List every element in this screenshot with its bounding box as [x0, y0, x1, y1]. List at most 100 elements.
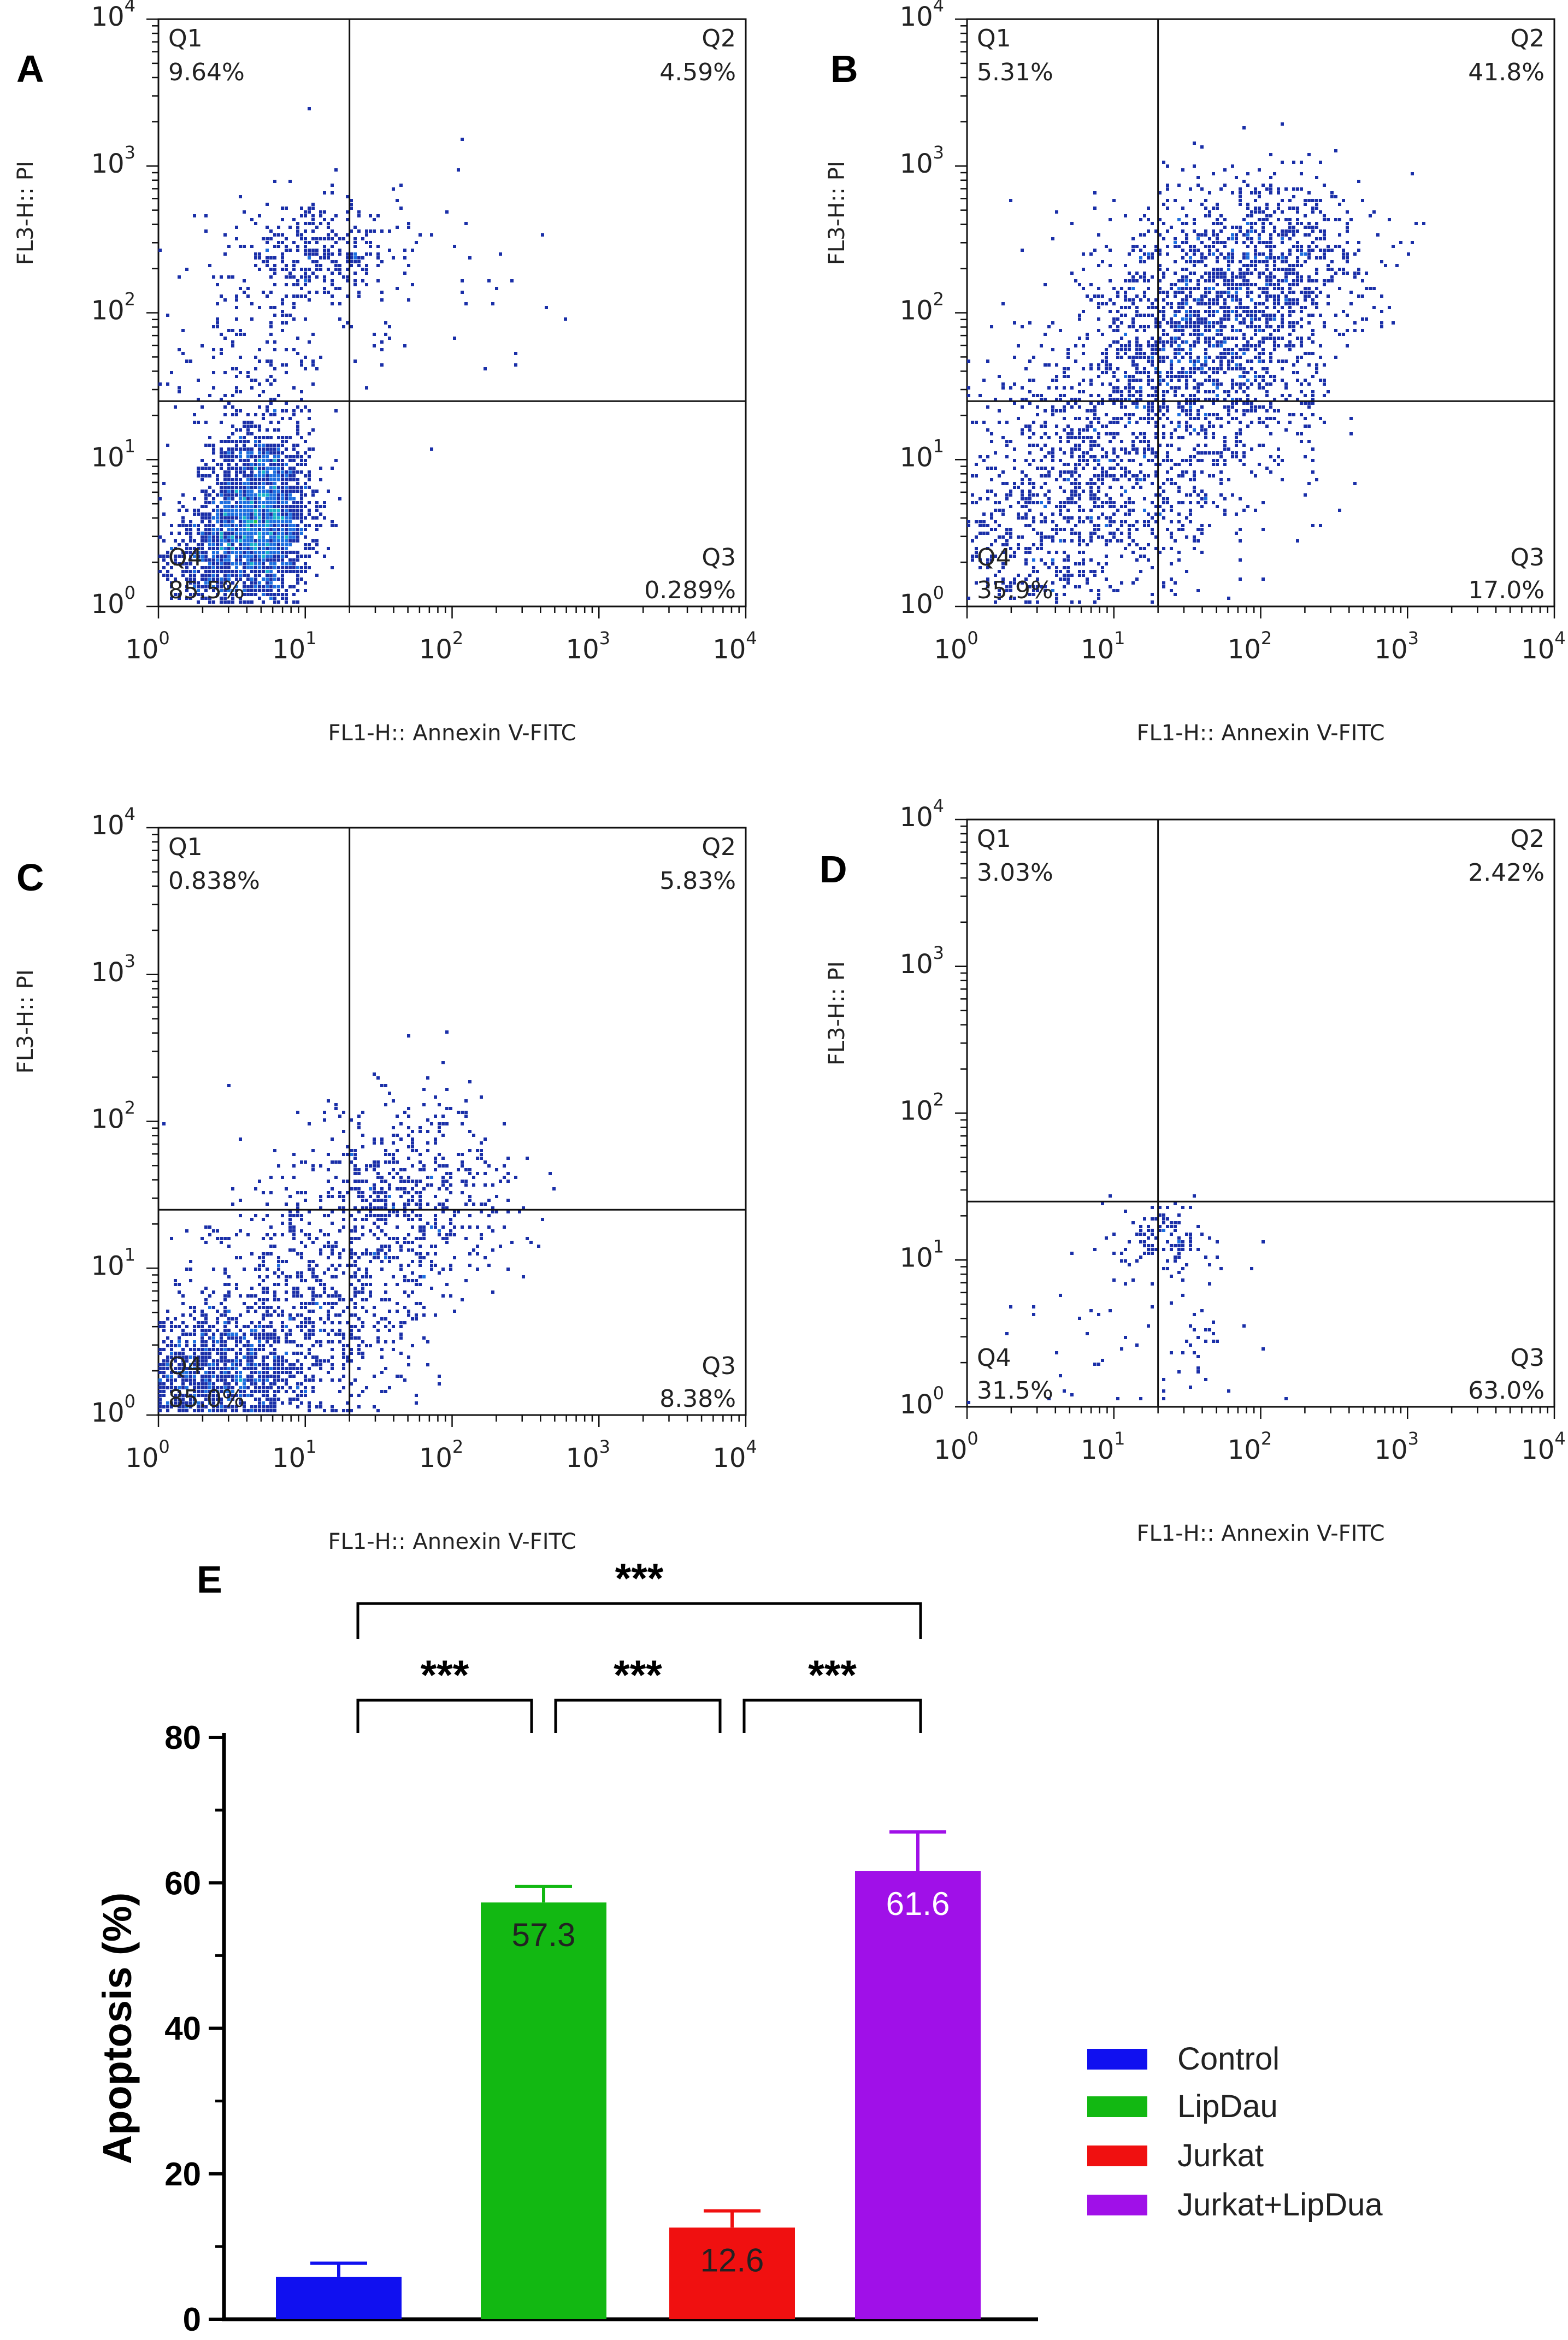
event-point	[1097, 528, 1100, 531]
event-point	[292, 386, 296, 390]
event-point	[1193, 428, 1196, 432]
event-point	[269, 1386, 273, 1389]
event-point	[258, 1390, 261, 1393]
event-point	[239, 558, 242, 562]
event-point	[1028, 547, 1031, 550]
event-point	[254, 539, 257, 543]
event-point	[281, 593, 284, 596]
event-point	[1265, 287, 1269, 290]
event-point	[1112, 436, 1116, 439]
event-point	[1216, 413, 1219, 416]
event-point	[1051, 512, 1054, 516]
event-point	[1120, 402, 1123, 405]
event-point	[1082, 352, 1085, 355]
event-point	[262, 589, 265, 592]
event-point	[212, 532, 215, 535]
event-point	[273, 467, 276, 470]
event-point	[998, 597, 1001, 600]
event-point	[273, 577, 276, 581]
event-point	[300, 555, 303, 558]
event-point	[308, 512, 311, 516]
event-point	[239, 600, 242, 604]
event-point	[1189, 260, 1192, 263]
event-point	[1009, 589, 1012, 592]
event-point	[1338, 509, 1341, 512]
event-point	[1086, 436, 1089, 439]
event-point	[384, 321, 387, 325]
event-point	[1219, 252, 1223, 256]
event-point	[300, 459, 303, 462]
event-point	[994, 493, 997, 497]
event-point	[178, 1352, 181, 1355]
event-point	[1021, 470, 1024, 474]
event-point	[1143, 497, 1146, 500]
event-point	[285, 555, 288, 558]
event-point	[1040, 467, 1043, 470]
event-point	[212, 1336, 215, 1340]
event-point	[990, 325, 993, 328]
event-point	[1120, 524, 1123, 527]
event-point	[273, 264, 276, 267]
event-point	[1070, 428, 1074, 432]
event-point	[285, 440, 288, 443]
event-point	[1212, 302, 1215, 305]
event-point	[1196, 417, 1200, 420]
event-point	[327, 233, 330, 237]
event-point	[250, 497, 254, 500]
event-point	[266, 249, 269, 252]
event-point	[1193, 344, 1196, 347]
event-point	[1051, 467, 1054, 470]
event-point	[269, 581, 273, 585]
event-point	[1292, 298, 1295, 302]
event-point	[277, 486, 280, 489]
event-point	[1078, 539, 1081, 543]
event-point	[1135, 329, 1139, 332]
event-point	[1330, 249, 1334, 252]
event-point	[1078, 486, 1081, 489]
event-point	[1311, 207, 1314, 210]
event-point	[1223, 241, 1227, 244]
event-point	[235, 574, 238, 577]
event-point	[166, 1401, 169, 1405]
event-point	[1200, 425, 1204, 428]
event-point	[1024, 505, 1028, 508]
event-point	[1066, 509, 1070, 512]
event-point	[1208, 287, 1211, 290]
event-point	[277, 463, 280, 466]
event-point	[1349, 417, 1353, 420]
event-point	[1277, 191, 1280, 194]
event-point	[1128, 524, 1131, 527]
event-point	[227, 543, 231, 546]
event-point	[239, 195, 242, 198]
event-point	[269, 398, 273, 401]
event-point	[1066, 356, 1070, 359]
event-point	[1181, 348, 1184, 351]
event-point	[1181, 501, 1184, 504]
event-point	[281, 535, 284, 539]
event-point	[1204, 432, 1207, 435]
event-point	[1112, 390, 1116, 393]
event-point	[258, 558, 261, 562]
event-point	[158, 1325, 162, 1328]
event-point	[1235, 287, 1238, 290]
event-point	[978, 524, 982, 527]
event-point	[1296, 275, 1299, 279]
event-point	[246, 528, 250, 531]
event-point	[292, 505, 296, 508]
event-point	[315, 574, 319, 577]
event-point	[315, 291, 319, 294]
event-point	[204, 493, 208, 497]
event-point	[1315, 306, 1318, 309]
event-point	[315, 516, 319, 520]
event-point	[1009, 490, 1012, 493]
event-point	[1200, 532, 1204, 535]
event-point	[311, 1344, 315, 1347]
event-point	[1273, 294, 1276, 298]
event-point	[1216, 283, 1219, 286]
event-point	[296, 249, 299, 252]
event-point	[1319, 237, 1322, 240]
event-point	[1128, 417, 1131, 420]
plot-frame	[157, 18, 747, 608]
event-point	[277, 539, 280, 543]
event-point	[223, 459, 227, 462]
